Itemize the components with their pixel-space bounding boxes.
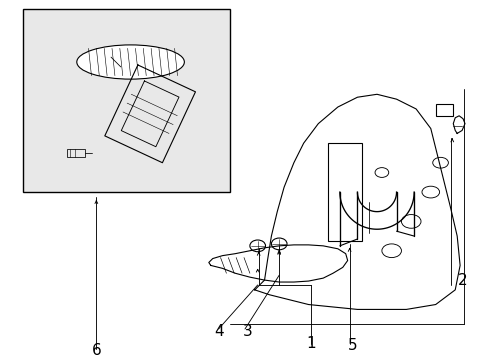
Bar bbox=[67, 149, 84, 157]
Text: 1: 1 bbox=[306, 336, 316, 351]
Ellipse shape bbox=[77, 45, 184, 79]
Text: 5: 5 bbox=[347, 338, 357, 353]
Bar bbox=[23, 9, 230, 192]
Text: 6: 6 bbox=[91, 343, 101, 358]
Text: 3: 3 bbox=[243, 324, 252, 339]
Bar bbox=[327, 143, 362, 241]
Ellipse shape bbox=[249, 240, 265, 252]
Ellipse shape bbox=[271, 238, 286, 250]
Bar bbox=[435, 104, 452, 116]
Text: 4: 4 bbox=[213, 324, 223, 339]
Text: 2: 2 bbox=[457, 273, 467, 288]
